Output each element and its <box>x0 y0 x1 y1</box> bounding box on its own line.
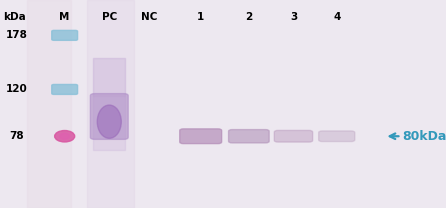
FancyBboxPatch shape <box>52 30 78 40</box>
Bar <box>93 58 125 150</box>
Text: 2: 2 <box>245 12 252 22</box>
Text: 80kDa: 80kDa <box>403 130 446 143</box>
Text: NC: NC <box>141 12 157 22</box>
Bar <box>27 0 71 208</box>
FancyBboxPatch shape <box>52 84 78 94</box>
Ellipse shape <box>60 133 70 139</box>
Text: PC: PC <box>102 12 117 22</box>
FancyBboxPatch shape <box>318 131 355 142</box>
Text: 3: 3 <box>290 12 297 22</box>
Text: 1: 1 <box>197 12 204 22</box>
Text: 78: 78 <box>10 131 24 141</box>
Text: M: M <box>59 12 70 22</box>
FancyBboxPatch shape <box>91 94 128 139</box>
Bar <box>87 0 134 208</box>
Bar <box>93 58 125 96</box>
Text: 4: 4 <box>333 12 340 22</box>
Ellipse shape <box>97 105 121 138</box>
Ellipse shape <box>55 131 74 142</box>
Text: 120: 120 <box>6 84 28 94</box>
Text: kDa: kDa <box>3 12 26 22</box>
FancyBboxPatch shape <box>274 130 313 142</box>
FancyBboxPatch shape <box>229 130 269 143</box>
FancyBboxPatch shape <box>180 129 222 144</box>
Text: 178: 178 <box>6 30 28 40</box>
